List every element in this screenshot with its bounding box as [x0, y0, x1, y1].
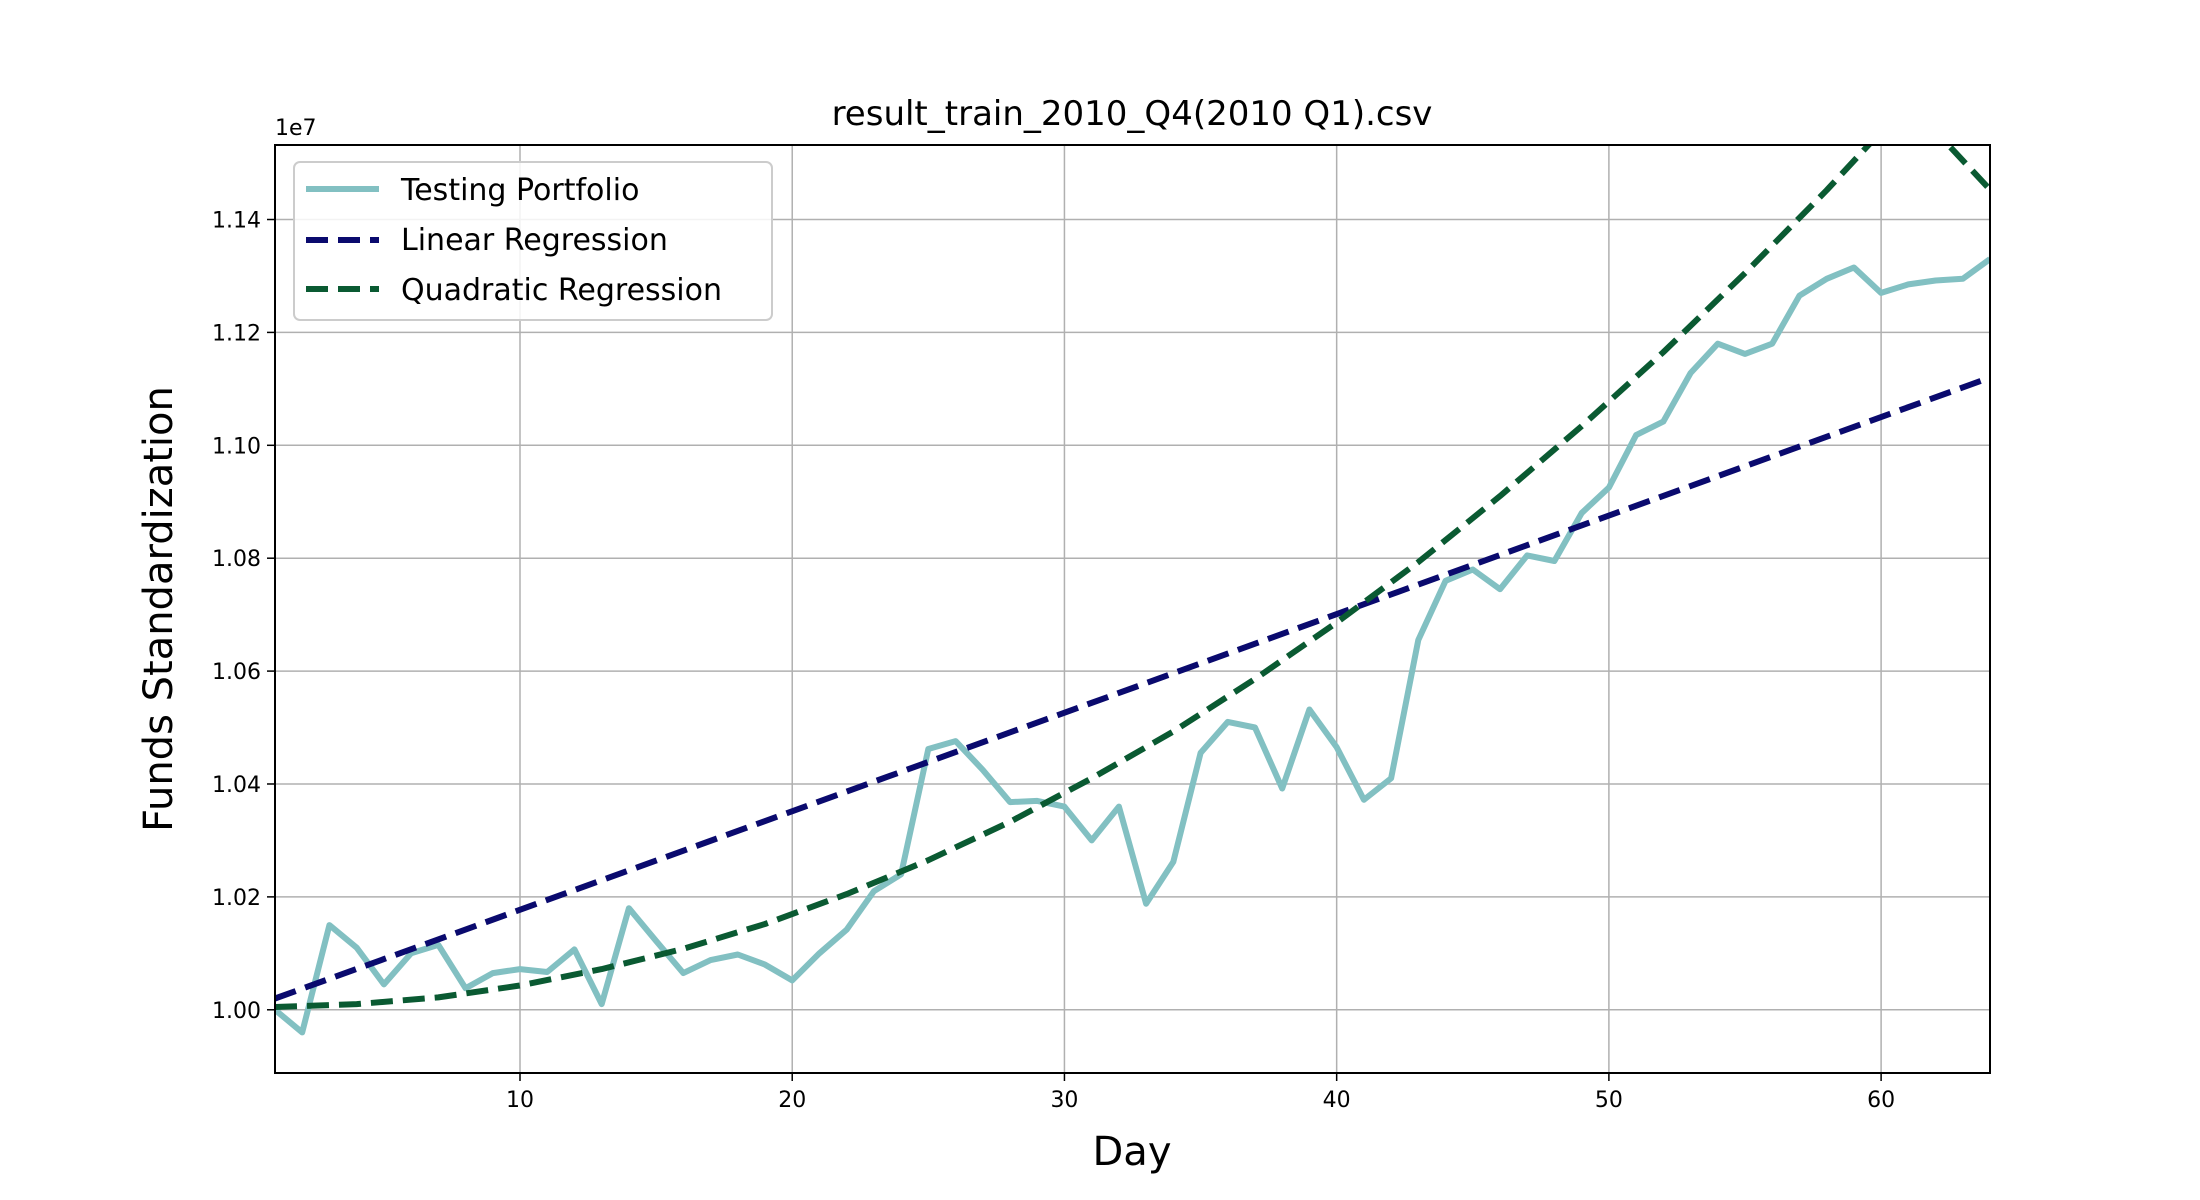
- x-tick-label: 50: [1595, 1088, 1623, 1113]
- y-ticks: 1.00 1.02 1.04 1.06 1.08 1.10 1.12 1.14: [212, 209, 275, 1024]
- y-tick-label: 1.06: [212, 660, 261, 685]
- y-axis-label: Funds Standardization: [136, 386, 182, 832]
- y-tick-label: 1.08: [212, 547, 261, 572]
- legend-label-testing-portfolio: Testing Portfolio: [400, 173, 639, 208]
- y-tick-label: 1.02: [212, 886, 261, 911]
- x-tick-label: 60: [1867, 1088, 1895, 1113]
- y-offset-label: 1e7: [275, 116, 317, 141]
- x-axis-label: Day: [1093, 1129, 1172, 1175]
- series-group: [275, 145, 1990, 1036]
- plot-frame: [274, 144, 1991, 1074]
- legend-box: [293, 161, 773, 321]
- x-tick-label: 40: [1323, 1088, 1351, 1113]
- x-tick-label: 30: [1050, 1088, 1078, 1113]
- y-tick-label: 1.00: [212, 999, 261, 1024]
- x-ticks: 10 20 30 40 50 60: [506, 1073, 1895, 1113]
- y-tick-label: 1.04: [212, 773, 261, 798]
- y-tick-label: 1.10: [212, 434, 261, 459]
- series-line-testing-portfolio: [275, 256, 1990, 1036]
- legend: Testing Portfolio Linear Regression Quad…: [293, 161, 773, 321]
- y-tick-label: 1.12: [212, 321, 261, 346]
- y-tick-label: 1.14: [212, 209, 261, 234]
- series-line-linear-regression: [275, 374, 1990, 1002]
- x-tick-label: 20: [778, 1088, 806, 1113]
- series-line-quadratic-regression: [275, 145, 1990, 1010]
- chart-title: result_train_2010_Q4(2010 Q1).csv: [832, 94, 1433, 134]
- x-tick-label: 10: [506, 1088, 534, 1113]
- series-layer: [275, 145, 1990, 1036]
- legend-label-quadratic-regression: Quadratic Regression: [401, 273, 722, 308]
- legend-label-linear-regression: Linear Regression: [401, 223, 668, 258]
- grid: [275, 145, 1990, 1073]
